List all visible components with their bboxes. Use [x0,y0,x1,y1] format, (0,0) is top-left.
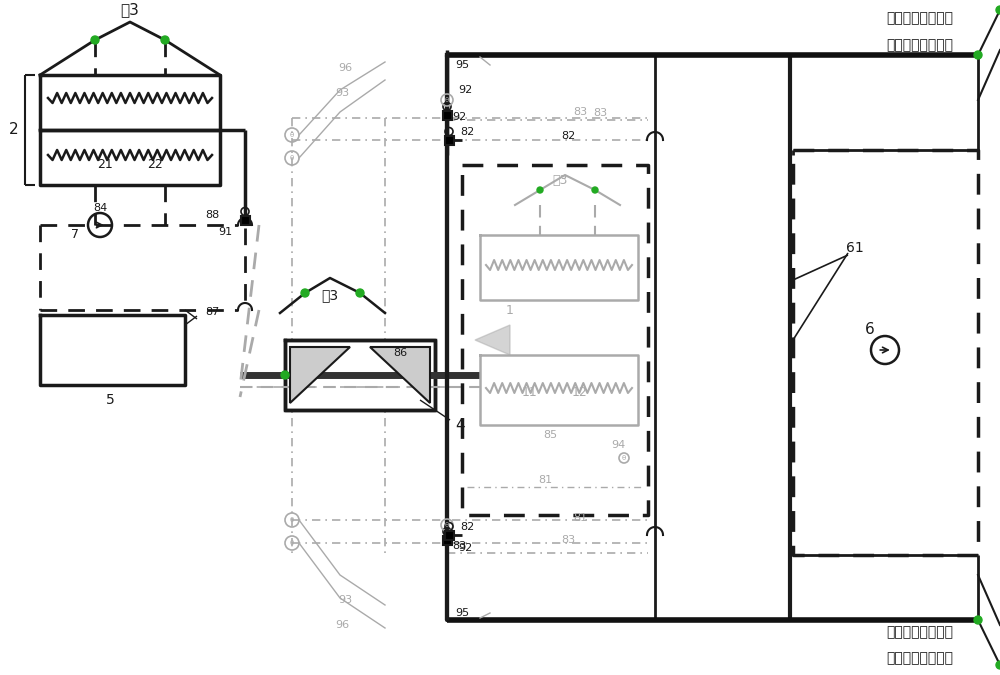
Text: 83: 83 [452,541,466,551]
Text: 接空调区末端回水: 接空调区末端回水 [887,38,954,52]
Text: 87: 87 [205,307,219,317]
Text: 接空调区末端回水: 接空调区末端回水 [887,625,954,639]
Text: 接空调区末端供水: 接空调区末端供水 [887,11,954,25]
Text: 96: 96 [338,63,352,73]
Text: 93: 93 [335,88,349,98]
Text: θ: θ [290,540,294,546]
Text: 接3: 接3 [321,288,339,302]
Circle shape [537,187,543,193]
Circle shape [281,371,289,379]
Circle shape [996,661,1000,669]
Text: 82: 82 [561,131,575,141]
Text: 5: 5 [106,393,114,407]
Text: 接空调区末端供水: 接空调区末端供水 [887,651,954,665]
Text: 81: 81 [538,475,552,485]
Text: 4: 4 [455,418,465,433]
Circle shape [356,289,364,297]
Bar [442,111,452,119]
Text: 83: 83 [561,535,575,545]
Text: 88: 88 [206,210,220,220]
Text: 81: 81 [573,513,587,523]
Bar [240,215,250,225]
Text: θ: θ [445,97,449,103]
Text: 82: 82 [460,522,474,532]
Text: 1: 1 [506,304,514,317]
Polygon shape [290,347,350,403]
Bar [442,535,452,545]
Text: θ: θ [622,455,626,461]
Text: 95: 95 [455,60,469,70]
Text: 96: 96 [335,620,349,630]
Bar [444,136,454,144]
Text: 6: 6 [865,323,875,338]
Text: 11: 11 [522,387,538,400]
Text: 92: 92 [452,112,466,122]
Text: 83: 83 [593,108,607,118]
Polygon shape [285,340,435,410]
Text: 91: 91 [218,227,232,237]
Polygon shape [370,347,430,403]
Text: 22: 22 [147,159,163,171]
Text: 85: 85 [543,430,557,440]
Circle shape [592,187,598,193]
Text: 93: 93 [338,595,352,605]
Text: 12: 12 [572,387,588,400]
Polygon shape [475,325,510,355]
Circle shape [996,6,1000,14]
Text: 61: 61 [846,241,864,255]
Text: 83: 83 [573,107,587,117]
Text: 84: 84 [93,203,107,213]
Text: 94: 94 [611,440,625,450]
Circle shape [974,51,982,59]
Text: θ: θ [290,132,294,138]
Circle shape [161,36,169,44]
Text: 95: 95 [455,608,469,618]
Text: 2: 2 [8,122,18,138]
Text: 92: 92 [458,85,472,95]
Text: 7: 7 [71,229,79,242]
Circle shape [91,36,99,44]
Bar [444,531,454,539]
Text: 92: 92 [458,543,472,553]
Text: 21: 21 [97,159,113,171]
Text: 接3: 接3 [552,173,568,186]
Text: 82: 82 [460,127,474,137]
Text: 86: 86 [393,348,407,358]
Text: θ: θ [290,155,294,161]
Text: 接3: 接3 [121,3,139,18]
Text: θ: θ [290,517,294,523]
Circle shape [301,289,309,297]
Text: θ: θ [445,522,449,528]
Circle shape [974,616,982,624]
